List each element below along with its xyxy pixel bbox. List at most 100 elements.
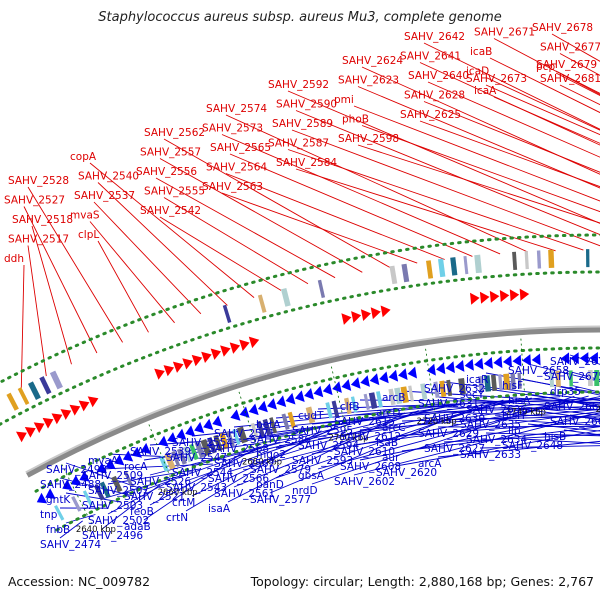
reverse-gene-arrow: [96, 462, 107, 474]
label-connector: [485, 432, 600, 437]
label-connector: [227, 407, 434, 473]
label-connector: [155, 177, 336, 279]
forward-gene-arrow: [341, 313, 352, 325]
forward-gene-arrow: [87, 396, 99, 408]
upper-gene-label: icaD: [466, 66, 489, 78]
label-connector: [427, 81, 600, 158]
label-connector: [275, 397, 532, 449]
label-connector: [437, 440, 600, 458]
lower-gene-label: icaR: [466, 374, 488, 386]
reverse-gene-arrow: [105, 458, 116, 470]
forward-gene-arrow: [78, 400, 90, 412]
upper-gene-label: SAHV_2574: [206, 103, 267, 115]
lower-gene-label: SAHV_2662: [544, 401, 600, 413]
feature-block: [477, 375, 485, 393]
reverse-gene-arrow: [332, 381, 342, 393]
reverse-gene-arrow: [131, 446, 142, 458]
label-connector: [227, 412, 406, 503]
upper-gene-label: SAHV_2542: [140, 205, 201, 217]
feature-block: [408, 385, 414, 402]
feature-block: [463, 255, 469, 275]
feature-block: [222, 304, 232, 324]
reverse-gene-arrow: [522, 354, 532, 366]
upper-gene-label: SAHV_2584: [276, 157, 337, 169]
label-connector: [269, 400, 490, 494]
feature-block: [368, 392, 378, 409]
label-connector: [485, 372, 600, 394]
lower-gene-label: SAHV_2632: [424, 383, 485, 395]
forward-gene-arrow: [182, 358, 193, 370]
lower-gene-label: hisA: [508, 395, 531, 407]
upper-gene-label: clpL: [78, 229, 99, 241]
feature-block: [484, 375, 492, 392]
reverse-gene-arrow: [398, 368, 408, 380]
upper-gene-label: SAHV_2592: [268, 79, 329, 91]
lower-gene-label: SAHV_2602: [334, 476, 395, 488]
upper-gene-label: SAHV_2565: [210, 142, 271, 154]
label-connector: [23, 206, 98, 354]
feature-block: [287, 411, 296, 429]
feature-block: [71, 495, 82, 512]
feature-block: [82, 490, 93, 506]
feature-block: [6, 392, 19, 411]
reverse-gene-arrow: [360, 375, 370, 387]
lower-gene-label: fnbB: [46, 524, 70, 536]
reverse-gene-arrow: [167, 432, 178, 444]
feature-block: [446, 379, 453, 397]
label-connector: [563, 429, 600, 436]
lower-gene-label: SAHV_2503: [82, 500, 143, 512]
lower-gene-label: SAHV_2661: [550, 416, 600, 428]
reverse-gene-arrow: [45, 488, 56, 499]
label-connector: [59, 520, 83, 539]
lower-gene-label: SAHV_2636: [466, 404, 527, 416]
reverse-gene-arrow: [445, 361, 455, 374]
feature-block: [93, 484, 105, 501]
label-connector: [27, 186, 123, 343]
lower-gene-label: SAHV_2577: [250, 494, 311, 506]
label-connector: [401, 415, 600, 422]
feature-block: [510, 373, 516, 390]
label-connector: [143, 445, 267, 491]
forward-gene-arrow: [24, 427, 36, 438]
forward-gene-arrow: [239, 339, 250, 351]
backbone-shadow: [25, 325, 600, 475]
feature-block: [280, 287, 291, 307]
dotted-track-2: [34, 346, 600, 493]
label-connector: [163, 197, 309, 285]
label-connector: [419, 120, 600, 188]
feature-block: [536, 250, 542, 269]
forward-gene-arrow: [60, 409, 72, 420]
label-connectors: [20, 33, 600, 539]
feature-block: [207, 437, 217, 454]
label-connector: [93, 201, 202, 315]
feature-block: [549, 370, 555, 388]
lower-gene-label: betA: [256, 419, 281, 431]
label-connector: [485, 402, 600, 416]
topology-text: Topology: circular; Length: 2,880,168 bp…: [250, 574, 594, 589]
feature-block: [363, 393, 370, 411]
forward-gene-arrow: [360, 309, 371, 321]
label-connector: [20, 264, 25, 389]
lower-gene-label: aur: [382, 452, 400, 464]
lower-gene-label: hisB: [544, 431, 566, 443]
feature-block: [586, 249, 590, 268]
lower-gene-label: SAHV_2526: [130, 476, 191, 488]
forward-gene-arrow: [229, 342, 241, 354]
label-connector: [89, 221, 175, 324]
upper-gene-label: SAHV_2540: [78, 171, 139, 183]
feature-block: [594, 369, 600, 387]
label-connector: [353, 412, 600, 476]
label-connector: [159, 158, 363, 273]
feature-block: [331, 400, 340, 418]
lower-gene-label: SAHV_2593: [292, 455, 353, 467]
upper-gene-label: SAHV_2673: [466, 73, 527, 85]
forward-gene-arrow: [16, 431, 27, 443]
feature-block: [305, 406, 316, 424]
reverse-gene-arrow: [407, 366, 417, 379]
label-connector: [479, 445, 600, 449]
feature-block: [17, 387, 30, 405]
label-connector: [159, 216, 282, 291]
upper-gene-label: SAHV_2527: [4, 195, 65, 207]
label-connector: [443, 381, 600, 401]
